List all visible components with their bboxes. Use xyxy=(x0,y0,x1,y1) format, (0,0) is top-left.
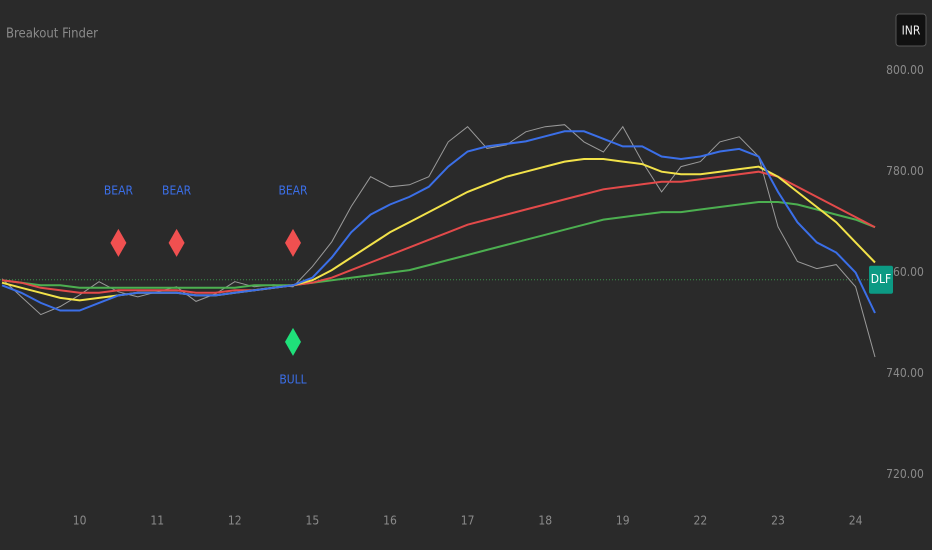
y-tick-label: 720.00 xyxy=(886,467,924,481)
signal-label: BEAR xyxy=(278,183,308,197)
signal-marker xyxy=(285,327,301,356)
signal-label: BEAR xyxy=(104,183,134,197)
y-tick-label: 740.00 xyxy=(886,366,924,380)
chart-title: Breakout Finder xyxy=(6,27,98,42)
currency-label[interactable]: INR xyxy=(902,24,921,38)
y-tick-label: 760.00 xyxy=(886,265,924,279)
x-tick-label: 11 xyxy=(150,514,164,528)
symbol-badge xyxy=(869,265,893,294)
x-tick-label: 23 xyxy=(771,514,785,528)
signal-marker xyxy=(168,228,185,257)
series-line xyxy=(1,201,876,289)
series-line xyxy=(1,124,876,358)
y-tick-label: 800.00 xyxy=(886,63,924,77)
symbol-label: DLF xyxy=(871,272,892,286)
x-tick-label: 12 xyxy=(228,514,242,528)
y-tick-label: 780.00 xyxy=(886,164,924,178)
series-line xyxy=(1,170,876,294)
x-tick-label: 10 xyxy=(73,514,87,528)
signal-marker xyxy=(285,228,301,257)
signal-label: BULL xyxy=(279,372,306,386)
x-tick-label: 15 xyxy=(306,514,320,528)
x-tick-label: 16 xyxy=(383,514,397,528)
x-tick-label: 24 xyxy=(849,514,863,528)
x-tick-label: 22 xyxy=(694,514,708,528)
signal-label: BEAR xyxy=(162,183,192,197)
x-tick-label: 18 xyxy=(538,514,552,528)
x-tick-label: 19 xyxy=(616,514,630,528)
signal-marker xyxy=(110,228,127,257)
series-line xyxy=(1,130,876,314)
currency-button[interactable] xyxy=(895,13,927,47)
x-tick-label: 17 xyxy=(461,514,475,528)
